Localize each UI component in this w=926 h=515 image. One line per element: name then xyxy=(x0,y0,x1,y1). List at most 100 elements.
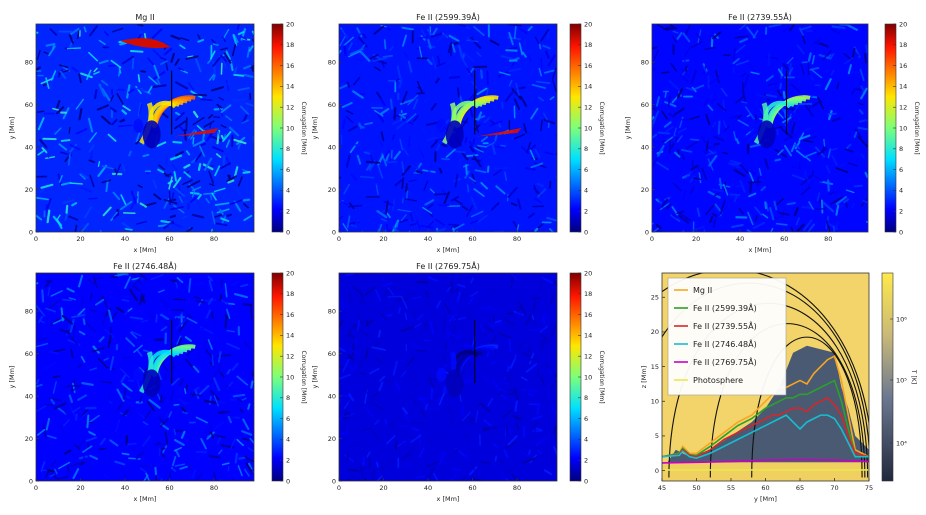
colorbar-tick-label: 16 xyxy=(584,62,592,70)
x-tick-label: 40 xyxy=(424,235,432,243)
x-tick-label: 40 xyxy=(736,235,744,243)
colorbar-label: T [K] xyxy=(910,369,917,384)
y-axis-label: y [Mm] xyxy=(311,117,319,140)
colorbar-tick-label: 10⁶ xyxy=(896,315,907,323)
colorbar-tick-label: 4 xyxy=(286,436,290,444)
colorbar-tick-label: 4 xyxy=(899,187,903,195)
colorbar-tick-label: 16 xyxy=(584,311,592,319)
colorbar-tick-label: 10⁴ xyxy=(896,439,907,447)
colorbar-tick-label: 8 xyxy=(286,145,290,153)
colorbar-tick-label: 20 xyxy=(286,269,294,277)
x-tick-label: 45 xyxy=(658,484,666,492)
colorbar-tick-label: 2 xyxy=(286,457,290,465)
x-axis-label: x [Mm] xyxy=(437,495,460,503)
colorbar-tick-label: 2 xyxy=(584,208,588,216)
colorbar-tick-label: 14 xyxy=(286,83,294,91)
x-tick-label: 60 xyxy=(761,484,769,492)
x-tick-label: 55 xyxy=(727,484,735,492)
panel-title: Fe II (2599.39Å) xyxy=(416,11,480,22)
heatmap-image xyxy=(645,24,873,240)
y-tick-label: 10 xyxy=(651,398,659,406)
x-axis-label: x [Mm] xyxy=(134,246,157,254)
colorbar-tick-label: 10 xyxy=(286,124,294,132)
colorbar-tick-label: 0 xyxy=(286,477,290,485)
legend-entry: Mg II xyxy=(693,286,712,295)
x-tick-label: 0 xyxy=(34,235,38,243)
x-tick-label: 0 xyxy=(337,235,341,243)
x-tick-label: 40 xyxy=(121,235,129,243)
colorbar-label: Corrugation [Mm] xyxy=(598,101,605,154)
x-tick-label: 65 xyxy=(796,484,804,492)
colorbar-tick-label: 4 xyxy=(286,187,290,195)
colorbar-tick-label: 16 xyxy=(286,62,294,70)
x-tick-label: 50 xyxy=(692,484,700,492)
y-tick-label: 0 xyxy=(332,228,336,236)
colorbar-tick-label: 18 xyxy=(286,41,294,49)
colorbar xyxy=(882,273,893,481)
y-tick-label: 20 xyxy=(25,186,33,194)
y-tick-label: 40 xyxy=(25,143,33,151)
y-tick-label: 80 xyxy=(25,308,33,316)
colorbar-tick-label: 8 xyxy=(584,394,588,402)
heatmap-image xyxy=(27,24,257,239)
colorbar-tick-label: 2 xyxy=(584,457,588,465)
x-tick-label: 80 xyxy=(824,235,832,243)
colorbar-tick-label: 20 xyxy=(286,20,294,28)
y-tick-label: 40 xyxy=(328,392,336,400)
colorbar-tick-label: 16 xyxy=(286,311,294,319)
heatmap-image xyxy=(330,24,566,242)
colorbar-tick-label: 16 xyxy=(899,62,907,70)
colorbar-tick-label: 0 xyxy=(584,477,588,485)
y-tick-label: 60 xyxy=(25,350,33,358)
colorbar-tick-label: 20 xyxy=(584,20,592,28)
x-tick-label: 60 xyxy=(165,484,173,492)
legend-entry: Fe II (2769.75Å) xyxy=(693,356,757,367)
legend-entry: Photosphere xyxy=(693,376,743,385)
colorbar-tick-label: 2 xyxy=(899,208,903,216)
x-tick-label: 60 xyxy=(165,235,173,243)
colorbar-tick-label: 6 xyxy=(584,166,588,174)
x-axis-label: x [Mm] xyxy=(134,495,157,503)
y-axis-label: z [Mm] xyxy=(640,366,648,389)
colorbar-tick-label: 12 xyxy=(286,353,294,361)
y-tick-label: 60 xyxy=(25,101,33,109)
colorbar-tick-label: 12 xyxy=(584,353,592,361)
x-tick-label: 80 xyxy=(513,484,521,492)
x-tick-label: 20 xyxy=(379,235,387,243)
colorbar-tick-label: 12 xyxy=(584,104,592,112)
x-axis-label: y [Mm] xyxy=(754,495,777,503)
y-axis-label: y [Mm] xyxy=(8,117,16,140)
y-axis-label: y [Mm] xyxy=(311,366,319,389)
colorbar-tick-label: 2 xyxy=(286,208,290,216)
x-tick-label: 80 xyxy=(513,235,521,243)
colorbar-tick-label: 14 xyxy=(286,332,294,340)
x-tick-label: 40 xyxy=(121,484,129,492)
colorbar-tick-label: 4 xyxy=(584,436,588,444)
colorbar-tick-label: 12 xyxy=(899,104,907,112)
x-tick-label: 80 xyxy=(210,235,218,243)
x-tick-label: 60 xyxy=(468,484,476,492)
y-tick-label: 5 xyxy=(655,432,659,440)
y-tick-label: 20 xyxy=(25,435,33,443)
x-tick-label: 75 xyxy=(865,484,873,492)
x-tick-label: 20 xyxy=(692,235,700,243)
x-tick-label: 80 xyxy=(210,484,218,492)
x-axis-label: x [Mm] xyxy=(437,246,460,254)
y-tick-label: 80 xyxy=(328,59,336,67)
x-tick-label: 70 xyxy=(830,484,838,492)
colorbar-tick-label: 0 xyxy=(899,228,903,236)
y-tick-label: 20 xyxy=(641,186,649,194)
colorbar-tick-label: 18 xyxy=(584,290,592,298)
panel-title: Mg II xyxy=(135,13,154,22)
y-tick-label: 0 xyxy=(29,228,33,236)
colorbar-label: Corrugation [Mm] xyxy=(300,350,307,403)
y-tick-label: 60 xyxy=(641,101,649,109)
colorbar-label: Corrugation [Mm] xyxy=(913,101,920,154)
x-tick-label: 0 xyxy=(337,484,341,492)
colorbar-tick-label: 20 xyxy=(899,20,907,28)
